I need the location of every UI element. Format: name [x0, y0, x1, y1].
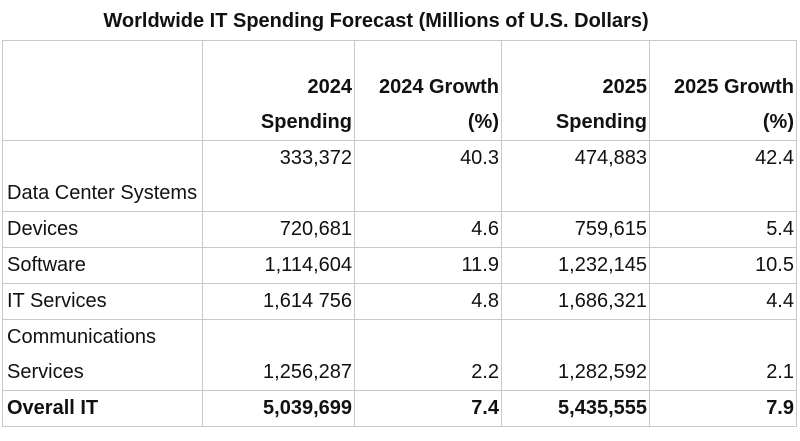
cell-2024-growth: 4.6 — [354, 211, 502, 248]
cell-2025-growth: 5.4 — [649, 211, 797, 248]
header-text: Spending — [555, 111, 647, 133]
cell-2025-growth: 2.1 — [649, 319, 797, 391]
table-row-devices: Devices 720,681 4.6 759,615 5.4 — [2, 211, 797, 248]
cell-2025-growth: 42.4 — [649, 140, 797, 212]
table-row-it-services: IT Services 1,614 756 4.8 1,686,321 4.4 — [2, 283, 797, 320]
row-label: Devices — [2, 211, 203, 248]
row-label: Overall IT — [2, 390, 203, 427]
row-label: Software — [2, 247, 203, 284]
cell-2025-growth: 4.4 — [649, 283, 797, 320]
row-label: Data Center Systems — [2, 140, 203, 212]
cell-2024-growth: 4.8 — [354, 283, 502, 320]
cell-2025-spending: 759,615 — [501, 211, 650, 248]
table-header-row: 2024 Spending 2024 Growth (%) 2025 Spend… — [2, 40, 797, 141]
row-label: IT Services — [2, 283, 203, 320]
cell-2024-spending: 5,039,699 — [202, 390, 355, 427]
cell-2024-spending: 720,681 — [202, 211, 355, 248]
table-row-communications-services: Communications Services 1,256,287 2.2 1,… — [2, 319, 797, 391]
cell-2024-spending: 1,114,604 — [202, 247, 355, 284]
spending-table: 2024 Spending 2024 Growth (%) 2025 Spend… — [2, 40, 797, 427]
cell-2024-growth: 2.2 — [354, 319, 502, 391]
cell-2024-spending: 1,256,287 — [202, 319, 355, 391]
cell-2024-spending: 1,614 756 — [202, 283, 355, 320]
header-cell-2024-spending: 2024 Spending — [202, 40, 355, 141]
header-cell-2025-spending: 2025 Spending — [501, 40, 650, 141]
header-text: 2025 Growth — [673, 76, 794, 98]
cell-2025-growth: 10.5 — [649, 247, 797, 284]
header-text: (%) — [467, 111, 499, 133]
cell-2025-growth: 7.9 — [649, 390, 797, 427]
table-row-overall-it: Overall IT 5,039,699 7.4 5,435,555 7.9 — [2, 390, 797, 427]
table-row-software: Software 1,114,604 11.9 1,232,145 10.5 — [2, 247, 797, 284]
header-cell-2024-growth: 2024 Growth (%) — [354, 40, 502, 141]
header-cell-2025-growth: 2025 Growth (%) — [649, 40, 797, 141]
header-text: Spending — [260, 111, 352, 133]
row-label: Communications Services — [2, 319, 203, 391]
header-text: 2025 — [602, 76, 648, 98]
header-text: 2024 — [307, 76, 353, 98]
cell-2024-spending: 333,372 — [202, 140, 355, 212]
table-row-data-center-systems: Data Center Systems 333,372 40.3 474,883… — [2, 140, 797, 212]
chart-title: Worldwide IT Spending Forecast (Millions… — [103, 10, 649, 32]
cell-2025-spending: 1,232,145 — [501, 247, 650, 284]
header-text: 2024 Growth — [378, 76, 499, 98]
cell-2024-growth: 11.9 — [354, 247, 502, 284]
cell-2025-spending: 474,883 — [501, 140, 650, 212]
cell-2024-growth: 40.3 — [354, 140, 502, 212]
cell-2025-spending: 5,435,555 — [501, 390, 650, 427]
header-text: (%) — [762, 111, 794, 133]
cell-2024-growth: 7.4 — [354, 390, 502, 427]
cell-2025-spending: 1,686,321 — [501, 283, 650, 320]
cell-2025-spending: 1,282,592 — [501, 319, 650, 391]
header-cell-label — [2, 40, 203, 141]
